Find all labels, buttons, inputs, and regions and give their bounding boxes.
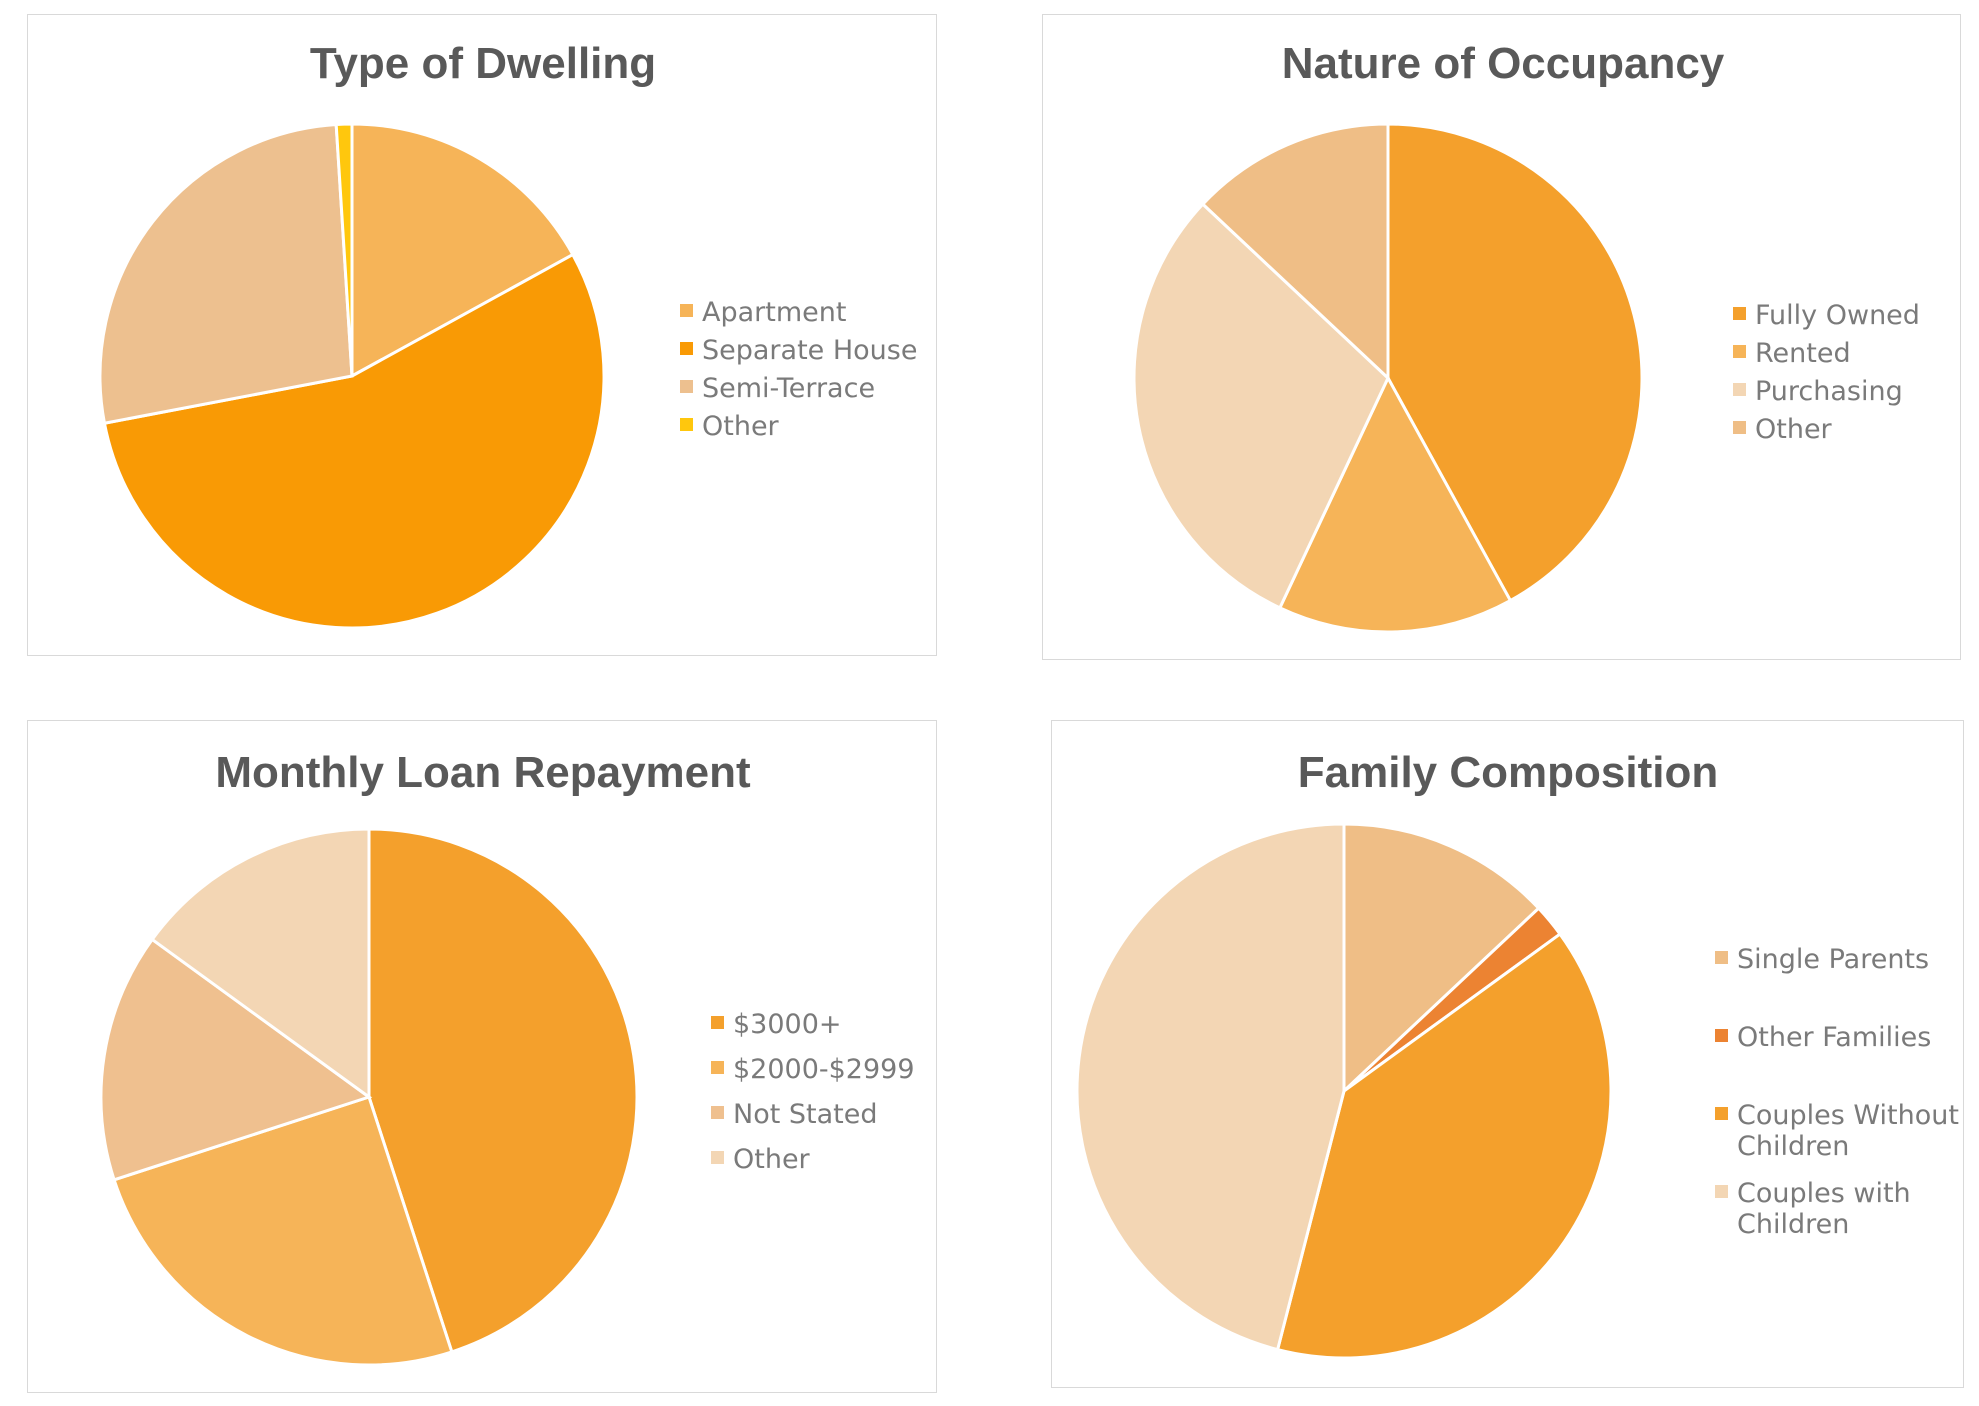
legend-swatch <box>711 1016 724 1029</box>
chart-panel-loan-repayment: Monthly Loan Repayment $3000+ $2000-$2999 N… <box>27 720 937 1393</box>
pie-slice-semi-terrace <box>98 122 354 425</box>
legend-swatch <box>711 1106 724 1119</box>
pie-slice-rented <box>1277 374 1513 634</box>
chart-panel-family-composition: Family Composition Single Parents Other Fa… <box>1051 720 1964 1388</box>
pie-slice-other <box>1200 122 1390 382</box>
legend-item-other: Other <box>711 1144 811 1175</box>
legend-label: Purchasing <box>1755 376 1903 407</box>
legend-item-couples-with-children: Couples with Children <box>1715 1178 1911 1240</box>
legend-item-semi-terrace: Semi-Terrace <box>680 373 875 404</box>
legend-swatch <box>1715 1029 1728 1042</box>
legend-item-not-stated: Not Stated <box>711 1099 878 1130</box>
pie-slice-other <box>334 122 354 377</box>
legend-item-separate-house: Separate House <box>680 335 917 366</box>
legend-item-2000-2999: $2000-$2999 <box>711 1054 915 1085</box>
legend-label: Other Families <box>1737 1022 1931 1053</box>
pie-slice-separate-house <box>102 252 606 630</box>
pie-slice-purchasing <box>1132 202 1390 610</box>
legend-label: Fully Owned <box>1755 300 1920 331</box>
pie-slice-apartment <box>350 122 575 379</box>
legend-item-apartment: Apartment <box>680 297 846 328</box>
legend-item-3000: $3000+ <box>711 1009 842 1040</box>
pie-slice-fully-owned <box>1386 122 1644 603</box>
legend-item-single-parents: Single Parents <box>1715 944 1929 975</box>
chart-title-occupancy: Nature of Occupancy <box>1282 39 1725 88</box>
legend-label: Other <box>733 1144 811 1175</box>
legend-item-other: Other <box>680 411 780 442</box>
pie-slice-not-stated <box>99 937 373 1182</box>
legend-swatch <box>1733 421 1746 434</box>
legend-item-couples-without-children: Couples Without Children <box>1715 1100 1959 1162</box>
chart-title-loan-repayment: Monthly Loan Repayment <box>215 748 751 797</box>
legend-swatch <box>1715 1107 1728 1120</box>
legend-label: $3000+ <box>733 1009 842 1040</box>
legend-label: Apartment <box>702 297 846 328</box>
pie-slice-couples-without-children <box>1275 931 1613 1360</box>
legend-label: Couples Without Children <box>1737 1100 1959 1162</box>
legend-item-rented: Rented <box>1733 338 1851 369</box>
legend-swatch <box>1715 951 1728 964</box>
legend-swatch <box>680 418 693 431</box>
legend-label: Not Stated <box>733 1099 878 1130</box>
pie-slice-3000 <box>367 827 639 1354</box>
legend-label: Separate House <box>702 335 917 366</box>
legend-item-purchasing: Purchasing <box>1733 376 1903 407</box>
legend-swatch <box>680 304 693 317</box>
pie-chart-occupancy: Nature of Occupancy Fully Owned Rented Purc… <box>1132 39 1920 634</box>
legend-swatch <box>680 342 693 355</box>
legend-swatch <box>711 1061 724 1074</box>
legend-item-other-families: Other Families <box>1715 1022 1931 1053</box>
pie-slice-couples-with-children <box>1075 822 1346 1352</box>
chart-title-dwelling: Type of Dwelling <box>310 39 656 88</box>
legend-label: Other <box>1755 414 1833 445</box>
legend-swatch <box>1733 383 1746 396</box>
legend-swatch <box>1733 307 1746 320</box>
pie-slice-single-parents <box>1342 822 1541 1095</box>
legend-label: $2000-$2999 <box>733 1054 915 1085</box>
chart-panel-dwelling: Type of Dwelling Apartment Separate House S… <box>27 14 937 656</box>
pie-chart-loan-repayment: Monthly Loan Repayment $3000+ $2000-$2999 N… <box>99 748 915 1367</box>
chart-title-family-composition: Family Composition <box>1298 748 1718 797</box>
legend-label-line: Children <box>1737 1131 1849 1162</box>
pie-chart-family-composition: Family Composition Single Parents Other Fa… <box>1075 748 1959 1360</box>
pie-slice-2000-2999 <box>112 1095 454 1367</box>
legend-swatch <box>680 380 693 393</box>
legend-label: Semi-Terrace <box>702 373 875 404</box>
legend-label-line: Couples with <box>1737 1178 1911 1209</box>
legend-swatch <box>1733 345 1746 358</box>
legend-item-other: Other <box>1733 414 1833 445</box>
legend-label: Single Parents <box>1737 944 1929 975</box>
pie-chart-dwelling: Type of Dwelling Apartment Separate House S… <box>98 39 917 630</box>
legend-label-line: Couples Without <box>1737 1100 1959 1131</box>
legend-label-line: Children <box>1737 1209 1849 1240</box>
chart-panel-occupancy: Nature of Occupancy Fully Owned Rented Purc… <box>1042 14 1961 660</box>
legend-item-fully-owned: Fully Owned <box>1733 300 1920 331</box>
pie-slice-other <box>150 827 371 1100</box>
legend-label: Other <box>702 411 780 442</box>
legend-label: Rented <box>1755 338 1851 369</box>
legend-label: Couples with Children <box>1737 1178 1911 1240</box>
legend-swatch <box>1715 1185 1728 1198</box>
legend-swatch <box>711 1151 724 1164</box>
